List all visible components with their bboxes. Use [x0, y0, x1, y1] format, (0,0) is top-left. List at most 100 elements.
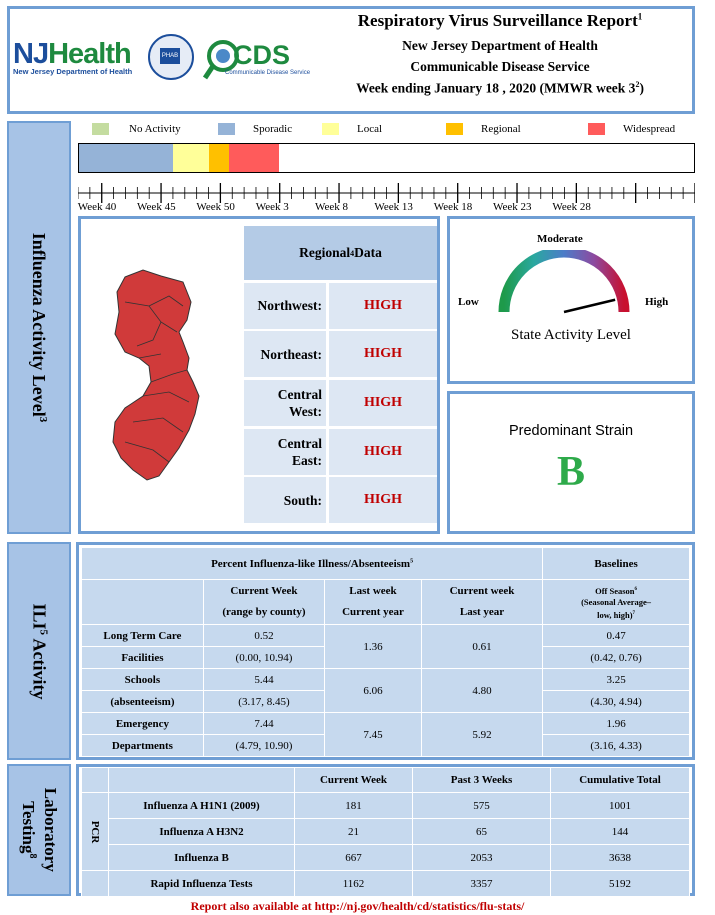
baselines-header: Baselines	[542, 547, 690, 580]
state-seal-icon: PHAB	[148, 34, 194, 80]
nj-map	[112, 269, 200, 481]
week-label: Week 28	[552, 201, 591, 213]
ili-baseline-range: (4.30, 4.94)	[542, 690, 690, 713]
regional-row: Northwest: HIGH	[244, 282, 437, 329]
lab-col-cumulative: Cumulative Total	[550, 767, 690, 793]
empty-corner	[81, 579, 204, 625]
lab-row: Rapid Influenza Tests 1162 3357 5192	[81, 870, 690, 897]
legend-item-local: Local	[322, 123, 382, 135]
ili-row-name-2: Facilities	[81, 646, 204, 669]
ili-table: Percent Influenza-like Illness/Absenteei…	[80, 547, 690, 757]
logo-cds-sub: Communicable Disease Service	[225, 70, 311, 76]
ili-sidebar-label: ILI5 Activity	[29, 602, 50, 700]
legend-label: Local	[357, 123, 383, 135]
label-low: Low	[458, 296, 479, 308]
lab-past3: 575	[412, 792, 551, 819]
legend-label: Widespread	[623, 123, 676, 135]
timeline-segment-widespread	[228, 144, 279, 172]
lab-row: PCR Influenza A H1N1 (2009) 181 575 1001	[81, 792, 690, 871]
logo-cds-text: CDS	[233, 40, 291, 70]
footer-link[interactable]: Report also available at http://nj.gov/h…	[190, 899, 525, 913]
week-label: Week 40	[77, 201, 117, 213]
ili-row-name-2: (absenteeism)	[81, 690, 204, 713]
region-name: Central West:	[244, 380, 326, 427]
week-label: Week 50	[196, 201, 235, 213]
regional-row: South: HIGH	[244, 477, 437, 524]
ili-row-sub: Departments (4.79, 10.90) (3.16, 4.33)	[81, 734, 690, 757]
legend-item-sporadic: Sporadic	[218, 123, 292, 135]
region-value: HIGH	[329, 477, 437, 524]
region-name: Central East:	[244, 428, 326, 475]
service-name: Communicable Disease Service	[410, 59, 590, 74]
magnifier-icon	[203, 40, 239, 80]
regional-header: Regional 4 Data	[244, 226, 437, 280]
nj-health-logo: NJHealth New Jersey Department of Health	[13, 38, 148, 80]
timeline-segment-sporadic	[79, 144, 174, 172]
region-name: Northwest:	[244, 282, 326, 329]
cds-logo: CDS Communicable Disease Service	[203, 38, 310, 82]
week-ending: Week ending January 18 , 2020 (MMWR week…	[356, 80, 644, 96]
week-axis	[78, 183, 695, 203]
week-label: Week 8	[315, 201, 349, 213]
col-last-week: Last week Current year	[324, 579, 422, 625]
ili-baseline-value: 3.25	[542, 668, 690, 691]
week-label: Week 45	[137, 201, 176, 213]
lab-test-name: Influenza A H1N1 (2009)	[108, 792, 295, 819]
regional-data-table: Regional 4 Data Northwest: HIGH Northeast: H…	[244, 226, 437, 524]
logo-health-text: Health	[48, 38, 132, 70]
ili-row-name-2: Departments	[81, 734, 204, 757]
strain-panel	[447, 391, 695, 534]
legend-item-widespread: Widespread	[588, 123, 675, 135]
week-label: Week 18	[433, 201, 473, 213]
lab-row: Influenza B 667 2053 3638	[82, 844, 690, 871]
region-value: HIGH	[329, 380, 437, 427]
region-name: South:	[244, 477, 326, 524]
week-label: Week 3	[255, 201, 289, 213]
state-activity-caption: State Activity Level	[511, 327, 631, 343]
ili-baseline-value: 0.47	[542, 624, 690, 647]
week-label: Week 23	[493, 201, 532, 213]
ili-row-sub: Facilities (0.00, 10.94) (0.42, 0.76)	[81, 646, 690, 669]
legend-label: Regional	[481, 123, 521, 135]
lab-cumulative: 5192	[550, 870, 690, 897]
ili-last-week-value: 7.45	[324, 712, 422, 757]
label-high: High	[645, 296, 669, 308]
region-value: HIGH	[329, 282, 437, 329]
lab-cumulative: 3638	[550, 844, 690, 871]
ili-row-sub: (absenteeism) (3.17, 8.45) (4.30, 4.94)	[81, 690, 690, 713]
lab-current: 667	[294, 844, 413, 871]
ili-row: Emergency 7.44 7.45 5.92 1.96	[81, 712, 690, 757]
strain-caption: Predominant Strain	[508, 423, 634, 439]
ili-row: Long Term Care 0.52 1.36 0.61 0.47	[81, 624, 690, 669]
ili-current-range: (4.79, 10.90)	[202, 734, 326, 757]
lab-test-name: Influenza B	[108, 844, 295, 871]
state-activity-panel	[447, 216, 695, 384]
regional-row: Central East: HIGH	[244, 428, 437, 475]
ili-sidebar: ILI5 Activity	[7, 542, 71, 760]
ili-current-value: 0.52	[202, 624, 326, 647]
lab-past3: 3357	[412, 870, 551, 897]
pcr-label: PCR	[81, 792, 109, 871]
strain-value: B	[556, 449, 585, 495]
timeline-segment-local	[173, 144, 209, 172]
lab-corner-a	[81, 767, 109, 793]
influenza-sidebar-label: Influenza Activity Level3	[29, 232, 50, 423]
dept-name: New Jersey Department of Health	[402, 38, 598, 53]
lab-col-current: Current Week	[294, 767, 413, 793]
region-value: HIGH	[329, 331, 437, 378]
timeline-segment-regional	[208, 144, 229, 172]
lab-cumulative: 144	[550, 818, 690, 845]
col-current-week-last-year: Current week Last year	[420, 579, 544, 625]
ili-title: Percent Influenza-like Illness/Absenteei…	[80, 547, 544, 580]
lab-past3: 65	[412, 818, 551, 845]
ili-baseline-range: (3.16, 4.33)	[542, 734, 690, 757]
regional-row: Central West: HIGH	[244, 380, 437, 427]
gauge-needle	[563, 298, 616, 314]
ili-current-value: 7.44	[202, 712, 326, 735]
lab-past3: 2053	[412, 844, 551, 871]
lab-test-name: Rapid Influenza Tests	[108, 870, 295, 897]
lab-cumulative: 1001	[550, 792, 690, 819]
lab-col-past3: Past 3 Weeks	[412, 767, 551, 793]
ili-current-range: (3.17, 8.45)	[202, 690, 326, 713]
header-panel	[7, 6, 695, 114]
